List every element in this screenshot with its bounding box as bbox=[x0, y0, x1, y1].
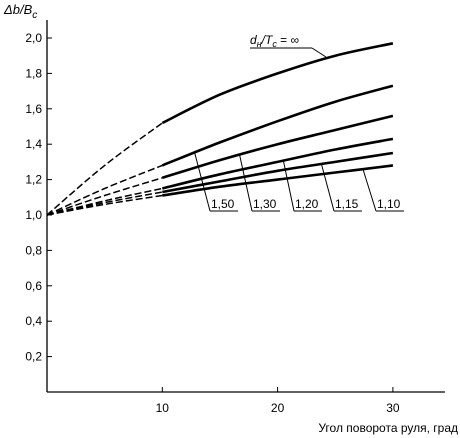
top-label-eq: = ∞ bbox=[277, 33, 299, 47]
series-line bbox=[161, 137, 394, 190]
top-label-leader bbox=[311, 47, 327, 58]
y-tick-label: 1,0 bbox=[25, 208, 42, 222]
y-axis-title-sub: c bbox=[32, 10, 37, 21]
y-tick-label: 1,8 bbox=[25, 66, 42, 80]
y-tick-label: 1,4 bbox=[25, 137, 42, 151]
curve-label-leader bbox=[239, 154, 253, 212]
top-label-sub-h: н bbox=[257, 39, 262, 49]
curve-label-leader bbox=[282, 160, 295, 212]
series-dashed-segment bbox=[46, 194, 163, 216]
y-tick-label: 1,2 bbox=[25, 173, 42, 187]
curve-label-leader bbox=[194, 152, 211, 212]
top-series-label: dн/Tc = ∞ bbox=[250, 33, 299, 49]
curve-label-leader bbox=[320, 163, 335, 212]
x-tick-label: 10 bbox=[156, 401, 170, 415]
curve-label: 1,20 bbox=[295, 197, 319, 211]
series-line bbox=[162, 164, 394, 197]
series-dashed-segment bbox=[46, 164, 163, 216]
y-tick-label: 0,8 bbox=[25, 243, 42, 257]
curve-label: 1,50 bbox=[211, 197, 235, 211]
x-tick-label: 20 bbox=[271, 401, 285, 415]
series-line bbox=[161, 42, 394, 125]
curve-labels: dн/Tc = ∞ 1,50 1,30 1,20 1,15 1,10 bbox=[194, 33, 404, 212]
top-label-sub-c: c bbox=[272, 39, 277, 49]
y-tick-label: 1,6 bbox=[25, 102, 42, 116]
curves bbox=[46, 42, 394, 216]
series-dashed-segment bbox=[46, 177, 163, 216]
series-line bbox=[161, 84, 394, 167]
series-dashed-segment bbox=[46, 187, 163, 216]
x-tick-label: 30 bbox=[386, 401, 400, 415]
top-label-slash-t: /T bbox=[261, 33, 274, 47]
curve-label: 1,10 bbox=[377, 197, 401, 211]
series-dashed-segment bbox=[46, 122, 163, 216]
y-tick-label: 0,6 bbox=[25, 279, 42, 293]
axes bbox=[46, 20, 445, 393]
ticks: 0,2 0,4 0,6 0,8 1,0 1,2 1,4 1,6 1,8 2,0 10 20 30 bbox=[25, 31, 400, 415]
y-tick-label: 0,2 bbox=[25, 350, 42, 364]
curve-label: 1,30 bbox=[253, 197, 277, 211]
y-axis-title-main: Δb/B bbox=[3, 2, 33, 17]
x-axis-title: Угол поворота руля, град bbox=[318, 421, 458, 435]
series-line bbox=[162, 151, 394, 194]
curve-label-leader bbox=[362, 168, 377, 212]
y-tick-label: 0,4 bbox=[25, 314, 42, 328]
y-axis-title: Δb/Bc bbox=[3, 2, 37, 21]
curve-label: 1,15 bbox=[335, 197, 359, 211]
series-line bbox=[161, 114, 394, 180]
y-tick-label: 2,0 bbox=[25, 31, 42, 45]
top-label-d: d bbox=[250, 33, 257, 47]
